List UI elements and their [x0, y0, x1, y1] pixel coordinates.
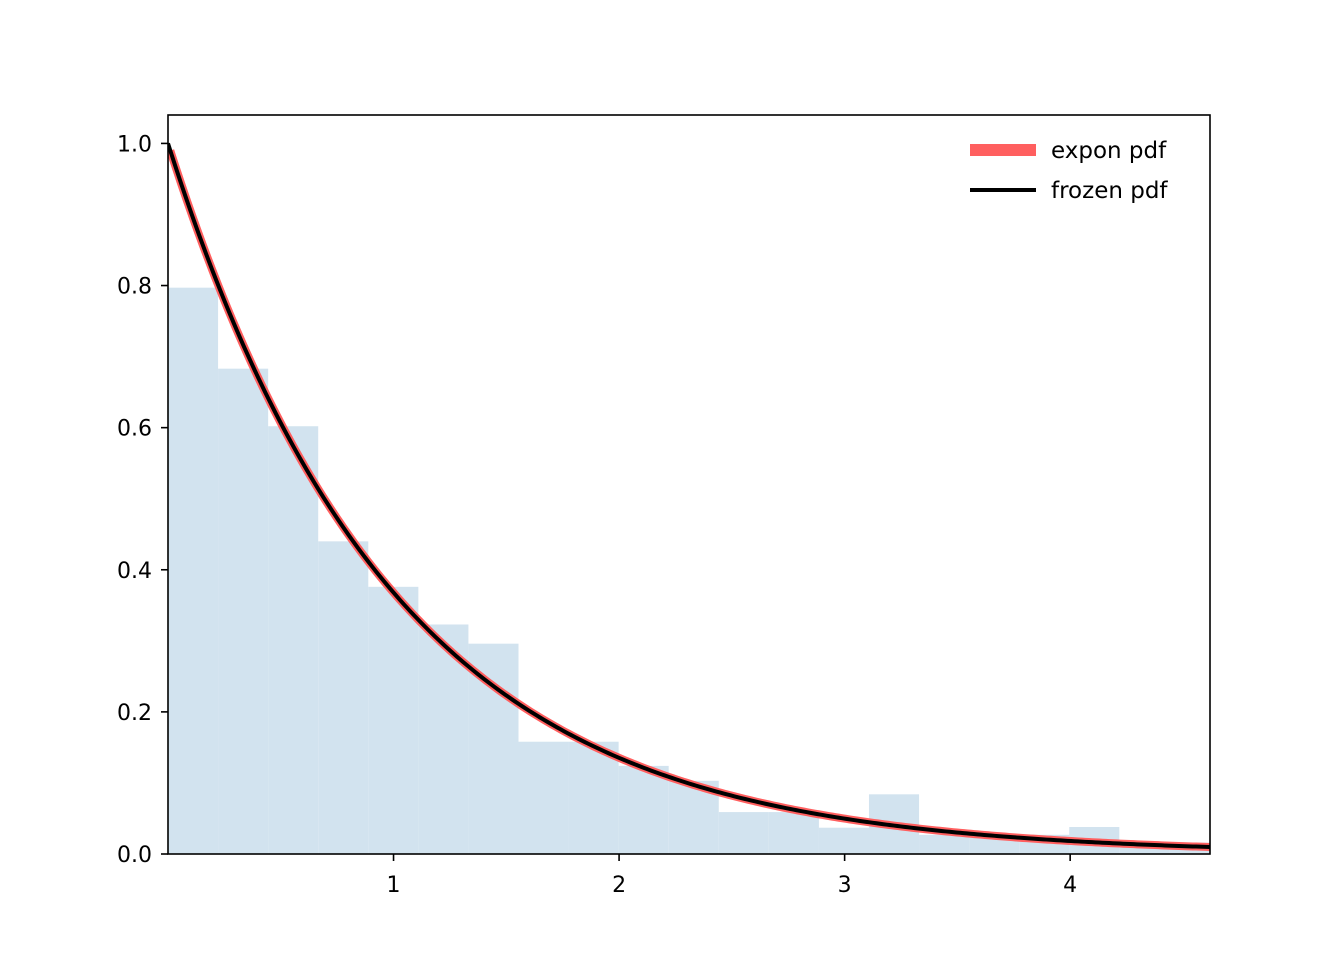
- histogram-bar: [919, 834, 970, 854]
- histogram-bar: [368, 586, 419, 854]
- histogram-bar: [718, 812, 769, 854]
- x-tick-label: 4: [1063, 873, 1077, 898]
- histogram-bars: [168, 287, 1210, 854]
- legend-label: expon pdf: [1051, 138, 1167, 164]
- y-tick-label: 0.4: [117, 559, 152, 584]
- legend-label: frozen pdf: [1051, 178, 1168, 204]
- y-tick-label: 0.2: [117, 701, 152, 726]
- histogram-bar: [568, 741, 619, 854]
- y-tick-label: 0.0: [117, 843, 152, 868]
- histogram-bar: [618, 765, 669, 854]
- legend: expon pdf frozen pdf: [970, 138, 1168, 204]
- histogram-bar: [818, 827, 869, 854]
- histogram-bar: [318, 541, 369, 854]
- x-axis-ticks: 1 2 3 4: [387, 854, 1077, 898]
- y-tick-label: 1.0: [117, 132, 152, 157]
- histogram-bar: [268, 426, 319, 854]
- series-line-frozen-pdf: [168, 142, 1210, 849]
- histogram-bar: [468, 643, 519, 854]
- y-axis-ticks: 0.0 0.2 0.4 0.6 0.8 1.0: [117, 132, 168, 868]
- x-tick-label: 3: [838, 873, 852, 898]
- pdf-lines: [168, 142, 1210, 851]
- histogram-bar: [218, 368, 269, 854]
- y-tick-label: 0.8: [117, 275, 152, 300]
- x-tick-label: 1: [387, 873, 401, 898]
- axes-frame: [167, 114, 1211, 855]
- x-tick-label: 2: [612, 873, 626, 898]
- histogram-bar: [518, 741, 569, 854]
- histogram-bar: [768, 812, 819, 854]
- histogram-bar: [168, 287, 219, 854]
- y-tick-label: 0.6: [117, 417, 152, 442]
